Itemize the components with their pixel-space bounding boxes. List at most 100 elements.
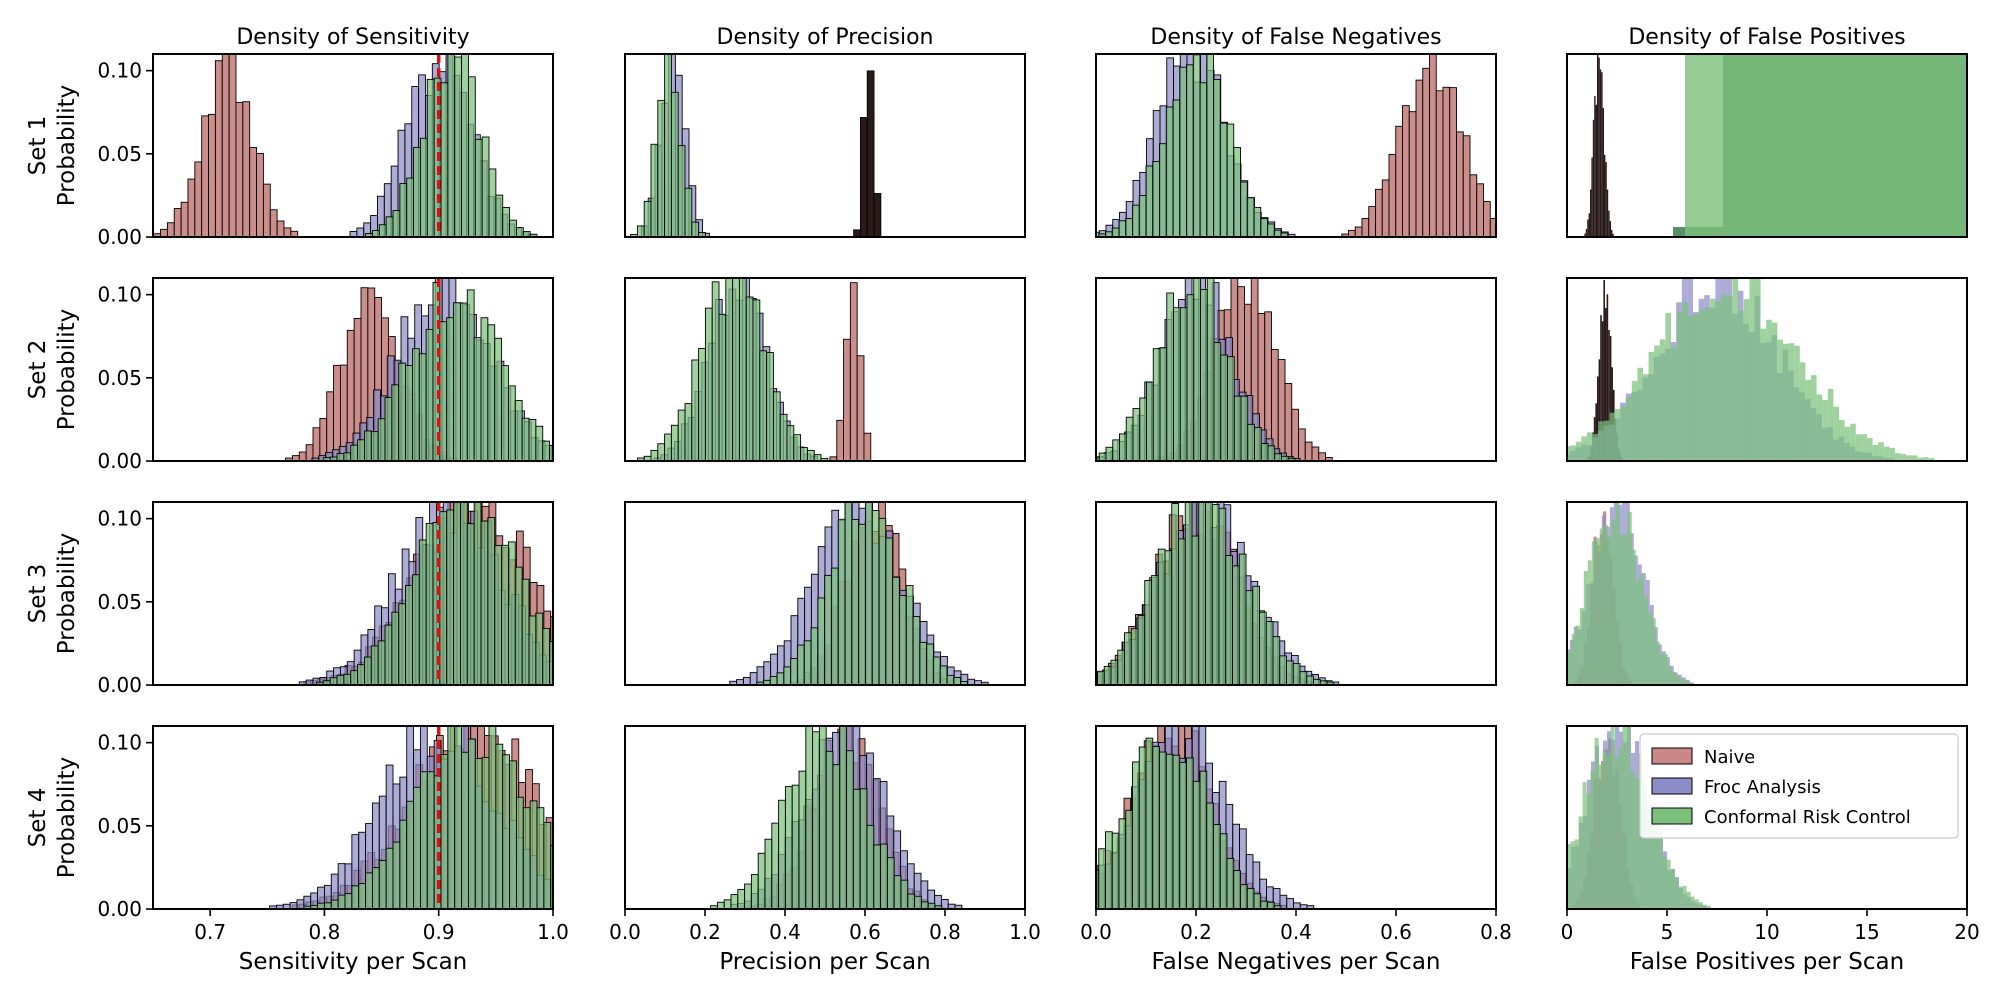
bar-conformal-risk-control [704,307,713,461]
bar-conformal-risk-control [584,458,591,461]
bar-froc-analysis [1554,673,1558,685]
panel-density-of-false-positives-set-1-frame [1566,53,1968,238]
bar-conformal-risk-control [487,324,496,461]
bar-naive [221,54,230,237]
bar-conformal-risk-control [1647,612,1652,685]
bar-conformal-risk-control [871,510,880,685]
bar-naive [558,635,565,685]
bar-conformal-risk-control [570,456,577,461]
bar-naive [1050,906,1057,909]
bar-conformal-risk-control [844,502,853,685]
bar-conformal-risk-control [495,194,504,237]
bar-conformal-risk-control [473,502,482,685]
bar-conformal-risk-control [1118,220,1127,237]
bar-conformal-risk-control [1659,339,1666,461]
bar-naive [873,193,882,237]
bar-conformal-risk-control [350,444,359,461]
bar-conformal-risk-control [391,611,400,685]
bar-conformal-risk-control [474,758,483,909]
bar-conformal-risk-control [1646,808,1651,909]
bar-conformal-risk-control [1137,614,1146,685]
bar-naive [1597,376,1599,461]
bar-naive [1595,403,1597,461]
bar-conformal-risk-control [1556,671,1560,685]
bar-conformal-risk-control [779,413,788,461]
bar-conformal-risk-control [1145,737,1154,909]
bar-conformal-risk-control [399,183,408,237]
bar-conformal-risk-control [1124,632,1132,685]
bar-conformal-risk-control [1246,197,1255,237]
bar-conformal-risk-control [1917,457,1923,461]
bar-naive [208,113,216,237]
bar-conformal-risk-control [418,539,427,685]
panel-density-of-sensitivity-set-1-frame [152,53,554,238]
bar-conformal-risk-control [864,502,873,685]
bar-conformal-risk-control [1103,665,1112,685]
bar-froc-analysis [356,227,365,237]
bar-conformal-risk-control [1794,345,1800,461]
bar-conformal-risk-control [1850,423,1856,461]
bar-froc-analysis [587,680,594,685]
bar-froc-analysis [594,682,601,685]
bar-conformal-risk-control [1065,900,1072,909]
bar-conformal-risk-control [1630,770,1635,909]
bar-conformal-risk-control [1159,143,1167,237]
bar-naive [1612,233,1614,237]
x-tick-label: 0.8 [1480,920,1512,944]
bar-conformal-risk-control [598,680,605,685]
bar-froc-analysis [1555,885,1559,909]
bar-conformal-risk-control [859,788,868,909]
bar-naive [560,852,567,909]
bar-conformal-risk-control [494,544,503,685]
bar-conformal-risk-control [440,754,449,909]
bar-conformal-risk-control [1627,511,1632,685]
bar-conformal-risk-control [1799,362,1806,461]
bar-conformal-risk-control [351,885,360,909]
bar-conformal-risk-control [1172,99,1181,237]
bar-conformal-risk-control [772,391,781,461]
bar-conformal-risk-control [846,750,854,909]
bar-naive [1449,87,1457,237]
bar-froc-analysis [1559,880,1563,909]
bar-froc-analysis [592,905,599,909]
bar-naive [1584,233,1586,237]
bar-conformal-risk-control [1583,571,1588,685]
bar-conformal-risk-control [900,879,909,909]
bar-naive [1429,54,1437,237]
bar-conformal-risk-control [691,221,700,237]
bar-conformal-risk-control [803,640,812,685]
bar-conformal-risk-control [1928,458,1935,461]
bar-conformal-risk-control [1152,348,1161,461]
legend-swatch-naive [1651,747,1693,765]
bar-conformal-risk-control [1165,106,1174,237]
bar-conformal-risk-control [750,874,759,909]
row-label-set-4: Set 4 [25,788,51,848]
legend-label-conformal-risk-control: Conformal Risk Control [1704,807,1911,828]
bar-froc-analysis [1084,887,1091,909]
panel-density-of-precision-set-3-frame [624,501,1026,686]
bar-conformal-risk-control [1125,809,1133,909]
bar-conformal-risk-control [514,400,523,461]
bar-conformal-risk-control [556,645,563,685]
bar-conformal-risk-control [1603,525,1608,685]
bar-naive [1075,682,1082,685]
bar-conformal-risk-control [439,511,448,685]
bar-conformal-risk-control [1227,356,1235,461]
bar-conformal-risk-control [1578,816,1583,909]
column-title-density-of-false-positives: Density of False Positives [1628,25,1905,50]
bar-conformal-risk-control [1766,319,1772,461]
bar-conformal-risk-control [1639,573,1644,685]
bar-naive [1608,210,1610,237]
bar-froc-analysis [567,671,574,685]
bar-conformal-risk-control [563,452,570,461]
bar-conformal-risk-control [1105,831,1113,909]
bar-naive [187,178,196,237]
bar-naive [552,828,553,909]
bar-conformal-risk-control [1247,423,1255,461]
bar-conformal-risk-control [1555,878,1559,909]
bar-conformal-risk-control [357,439,365,461]
bar-froc-analysis [954,904,963,909]
bar-conformal-risk-control [812,731,820,909]
bar-conformal-risk-control [426,78,435,237]
bar-conformal-risk-control [398,362,407,461]
